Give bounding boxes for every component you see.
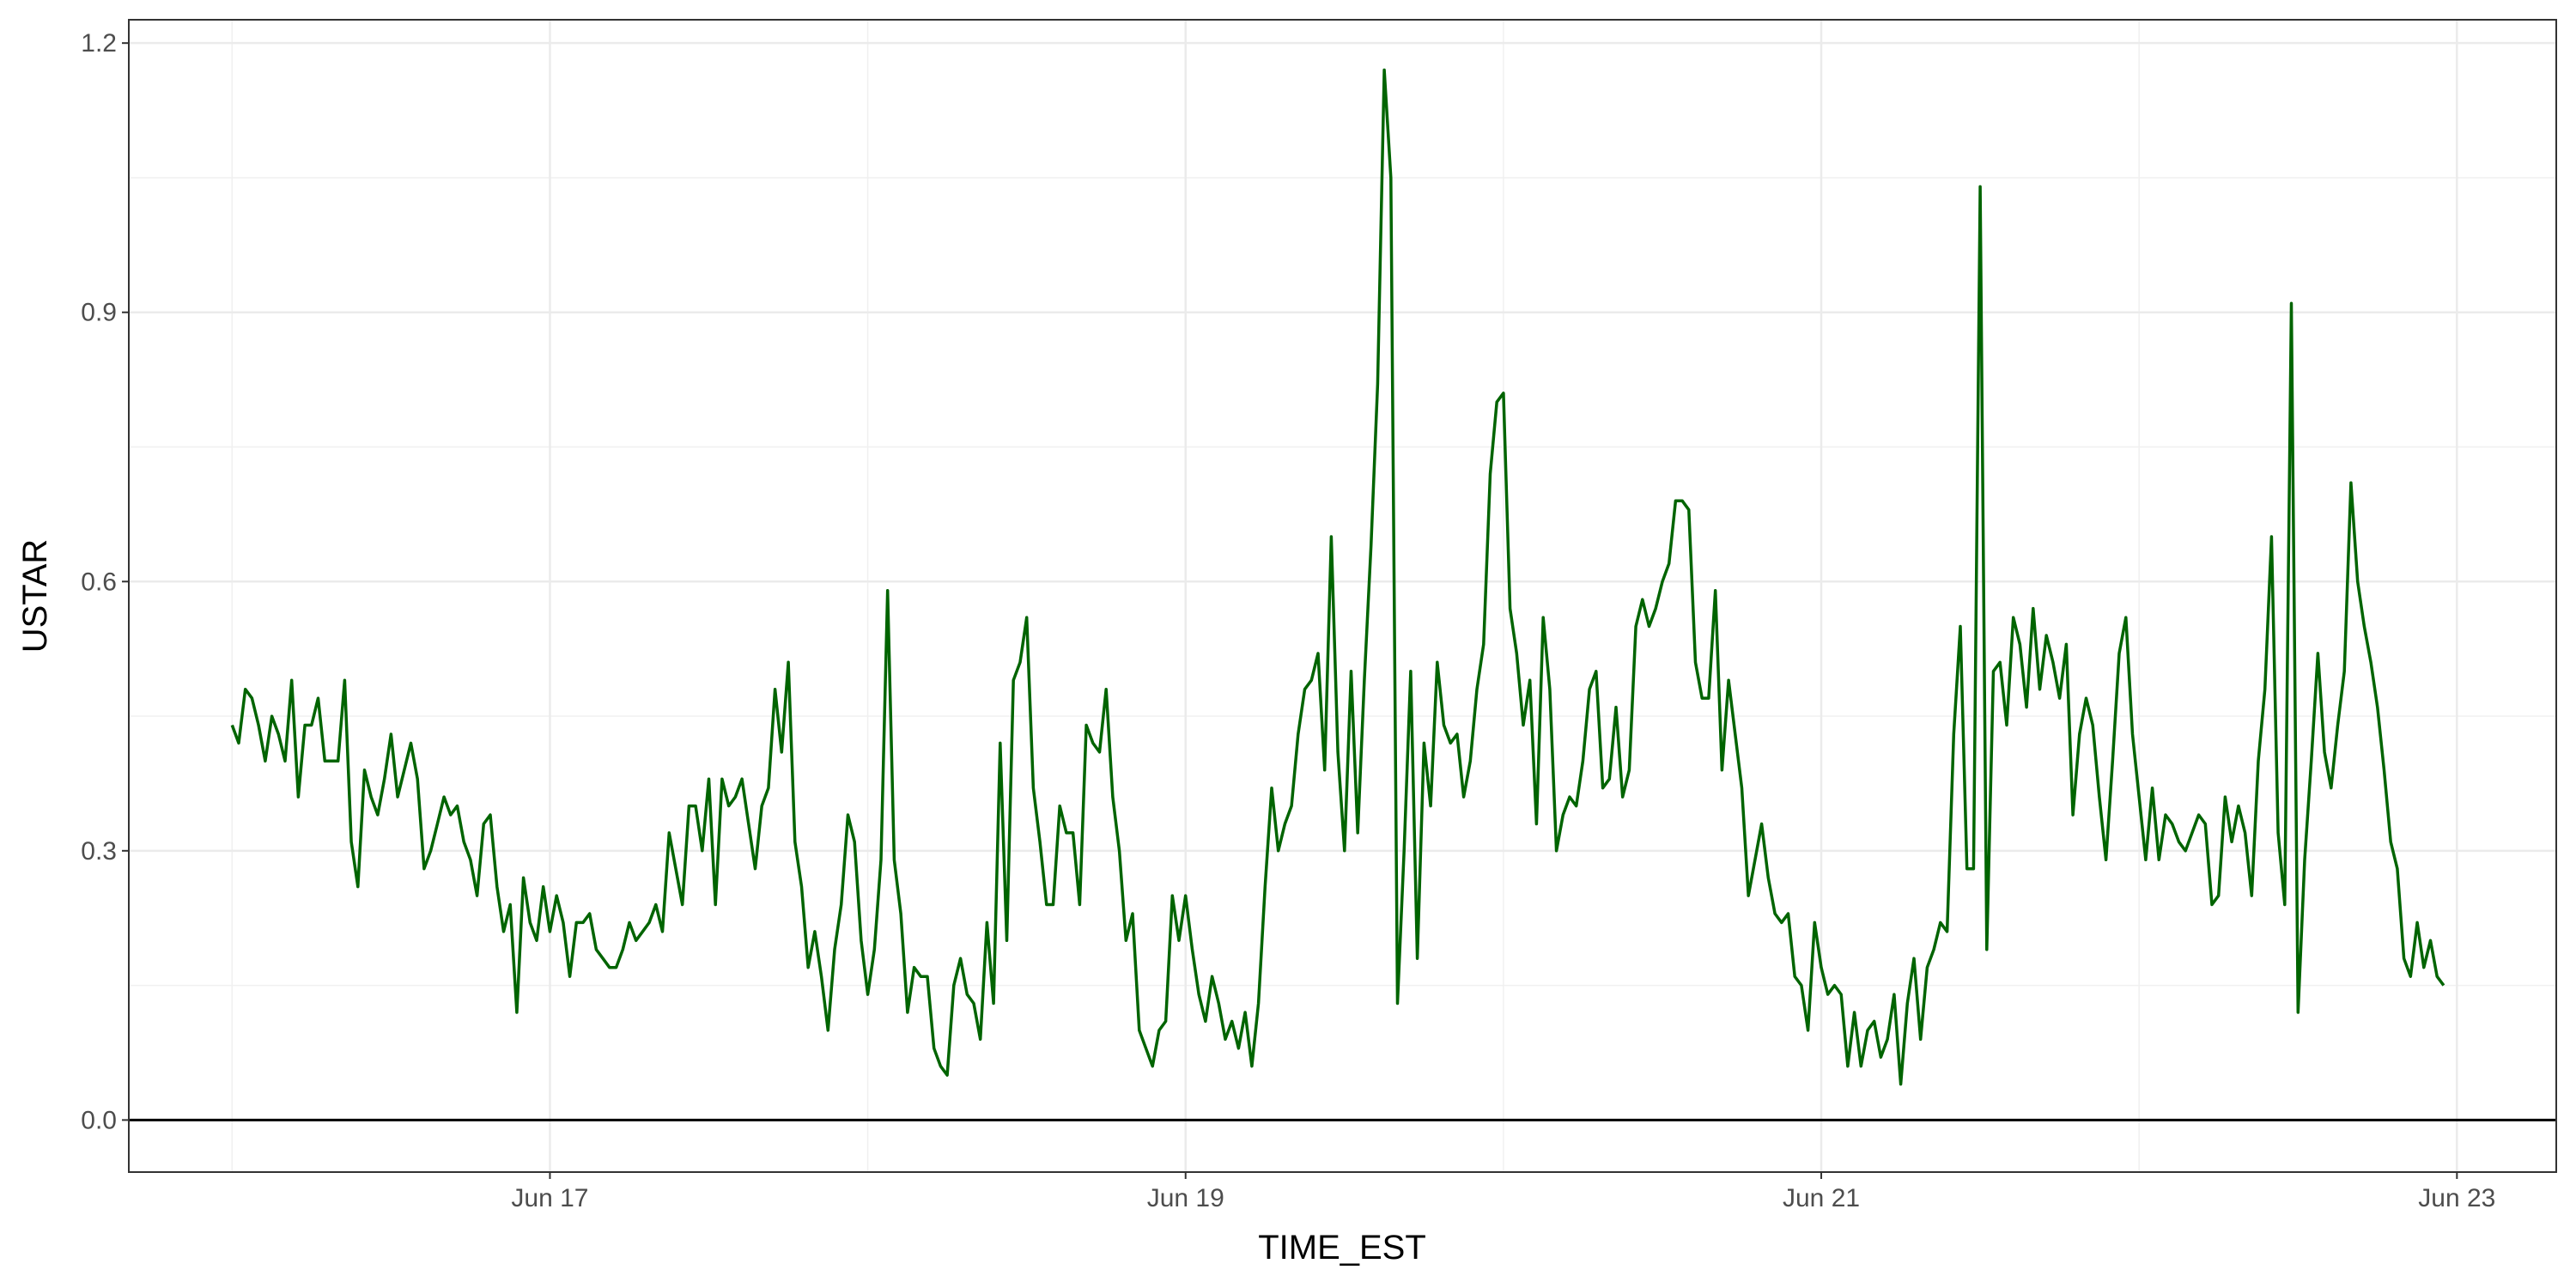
y-axis: 0.0 0.3 0.6 0.9 1.2 bbox=[81, 29, 129, 1134]
x-tick-label: Jun 19 bbox=[1147, 1184, 1224, 1212]
series-group bbox=[230, 68, 2445, 1086]
plot-panel-border bbox=[128, 19, 2557, 1173]
y-tick-label: 0.6 bbox=[81, 568, 117, 596]
y-tick-label: 0.9 bbox=[81, 299, 117, 327]
y-tick-label: 0.0 bbox=[81, 1106, 117, 1134]
x-axis: Jun 17 Jun 19 Jun 21 Jun 23 bbox=[511, 1172, 2495, 1212]
plot-panel-background bbox=[129, 20, 2556, 1172]
minor-gridlines bbox=[129, 20, 2556, 1172]
y-tick-label: 0.3 bbox=[81, 837, 117, 866]
x-tick-label: Jun 21 bbox=[1783, 1184, 1860, 1212]
x-tick-label: Jun 23 bbox=[2418, 1184, 2495, 1212]
x-tick-label: Jun 17 bbox=[511, 1184, 588, 1212]
ustar-series-line bbox=[230, 68, 2445, 1086]
y-tick-label: 1.2 bbox=[81, 29, 117, 58]
x-axis-title: TIME_EST bbox=[1258, 1229, 1426, 1267]
y-axis-title: USTAR bbox=[16, 539, 54, 653]
